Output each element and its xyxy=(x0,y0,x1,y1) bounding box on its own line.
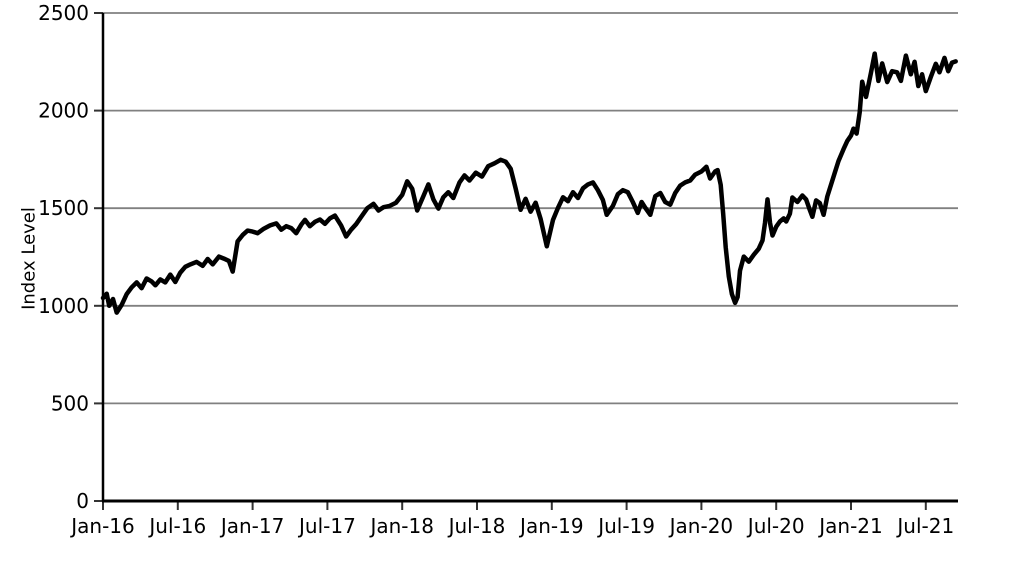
y-tick-label: 2500 xyxy=(38,1,89,25)
index-level-series-line xyxy=(100,51,958,315)
x-tick-label: Jan-17 xyxy=(219,514,285,538)
y-tick-label: 0 xyxy=(76,489,89,513)
y-tick-label: 1500 xyxy=(38,196,89,220)
x-tick-label: Jul-17 xyxy=(297,514,356,538)
x-tick-label: Jul-18 xyxy=(447,514,506,538)
x-tick-label: Jan-21 xyxy=(817,514,883,538)
y-tick-label: 1000 xyxy=(38,294,89,318)
x-tick-label: Jul-16 xyxy=(147,514,206,538)
x-tick-label: Jan-16 xyxy=(69,514,135,538)
x-tick-label: Jan-20 xyxy=(668,514,734,538)
y-axis-title: Index Level xyxy=(18,207,40,310)
x-tick-label: Jul-19 xyxy=(596,514,655,538)
x-tick-label: Jan-19 xyxy=(518,514,584,538)
y-tick-label: 500 xyxy=(51,391,89,415)
x-tick-label: Jan-18 xyxy=(368,514,434,538)
x-tick-label: Jul-20 xyxy=(746,514,805,538)
y-tick-label: 2000 xyxy=(38,99,89,123)
x-tick-label: Jul-21 xyxy=(895,514,954,538)
